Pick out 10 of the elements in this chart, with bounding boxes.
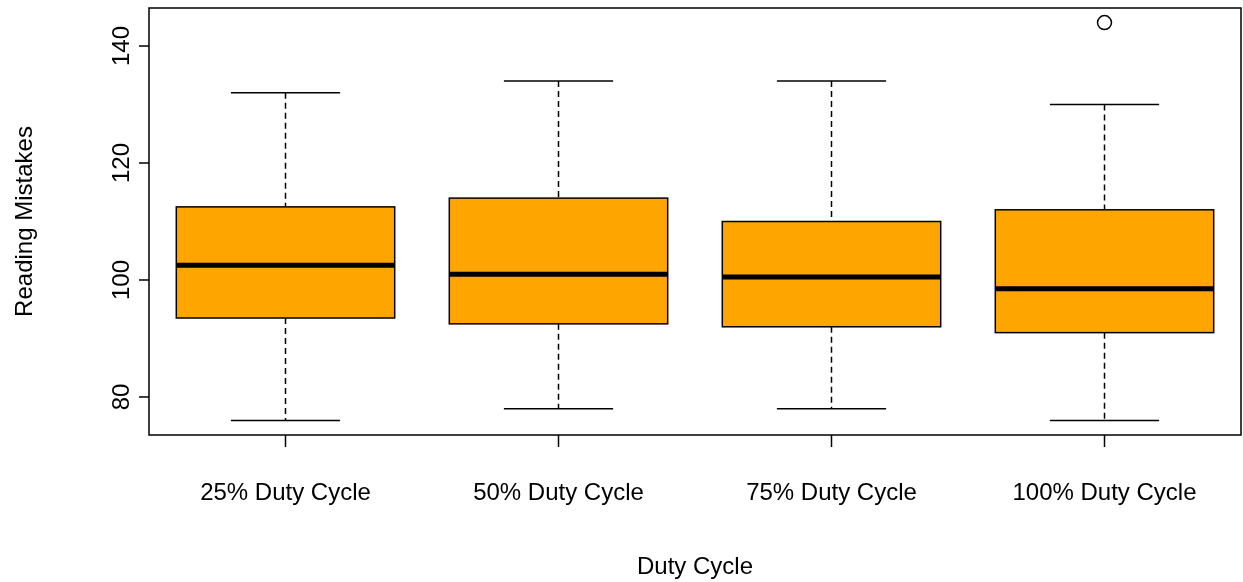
y-tick-label: 120 [107, 142, 134, 184]
y-tick-label: 100 [107, 259, 134, 301]
y-axis-title: Reading Mistakes [10, 126, 37, 317]
x-tick-label: 50% Duty Cycle [473, 478, 644, 505]
x-tick-label: 100% Duty Cycle [1012, 478, 1197, 505]
y-tick-label: 140 [107, 26, 134, 67]
x-tick-label: 25% Duty Cycle [200, 478, 371, 505]
x-axis-title: Duty Cycle [636, 552, 754, 579]
x-tick-label: 75% Duty Cycle [746, 478, 917, 505]
y-tick-label: 80 [107, 383, 134, 411]
